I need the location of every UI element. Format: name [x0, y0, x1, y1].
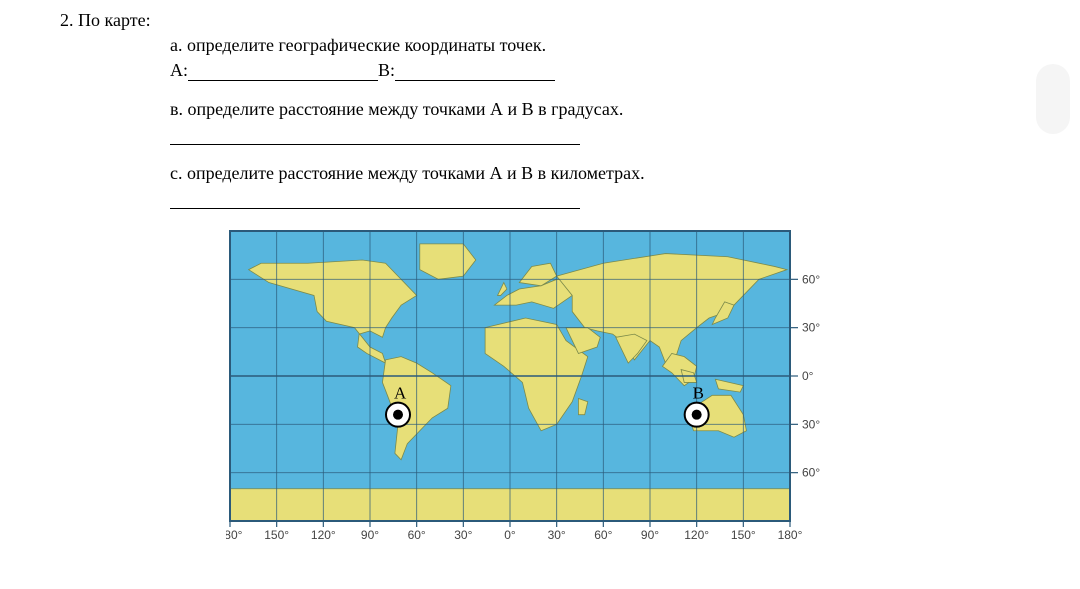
letter-B: В: — [378, 60, 395, 80]
map-container: 60° 30° 0° 30° 60° 180° 150° 120° 90° 60° 30° 0° 30°… — [226, 227, 1050, 545]
svg-text:180°: 180° — [778, 528, 803, 542]
task-b: в. определите расстояние между точками А… — [170, 99, 1050, 120]
svg-text:0°: 0° — [504, 528, 516, 542]
svg-text:А: А — [394, 384, 407, 403]
blank-b[interactable] — [170, 127, 580, 145]
task-number: 2. По карте: — [60, 10, 1050, 31]
blank-B[interactable] — [395, 63, 555, 81]
svg-text:120°: 120° — [311, 528, 336, 542]
answer-line-a: А: В: — [170, 60, 1050, 81]
svg-text:30°: 30° — [548, 528, 566, 542]
task-c: с. определите расстояние между точками А… — [170, 163, 1050, 184]
blank-A[interactable] — [188, 63, 378, 81]
svg-text:30°: 30° — [454, 528, 472, 542]
svg-text:90°: 90° — [361, 528, 379, 542]
answer-line-c — [170, 188, 1050, 209]
answer-line-b — [170, 124, 1050, 145]
world-map: 60° 30° 0° 30° 60° 180° 150° 120° 90° 60° 30° 0° 30°… — [226, 227, 834, 545]
svg-text:60°: 60° — [802, 466, 820, 480]
svg-text:150°: 150° — [264, 528, 289, 542]
task-a: а. определите географические координаты … — [170, 35, 1050, 56]
side-pill — [1036, 64, 1070, 134]
svg-text:0°: 0° — [802, 369, 814, 383]
svg-text:60°: 60° — [802, 272, 820, 286]
svg-text:120°: 120° — [684, 528, 709, 542]
letter-A: А: — [170, 60, 188, 80]
blank-c[interactable] — [170, 191, 580, 209]
svg-text:60°: 60° — [408, 528, 426, 542]
svg-text:150°: 150° — [731, 528, 756, 542]
svg-text:30°: 30° — [802, 321, 820, 335]
svg-text:В: В — [693, 384, 704, 403]
svg-text:180°: 180° — [226, 528, 243, 542]
svg-text:30°: 30° — [802, 417, 820, 431]
svg-text:90°: 90° — [641, 528, 659, 542]
svg-text:60°: 60° — [594, 528, 612, 542]
